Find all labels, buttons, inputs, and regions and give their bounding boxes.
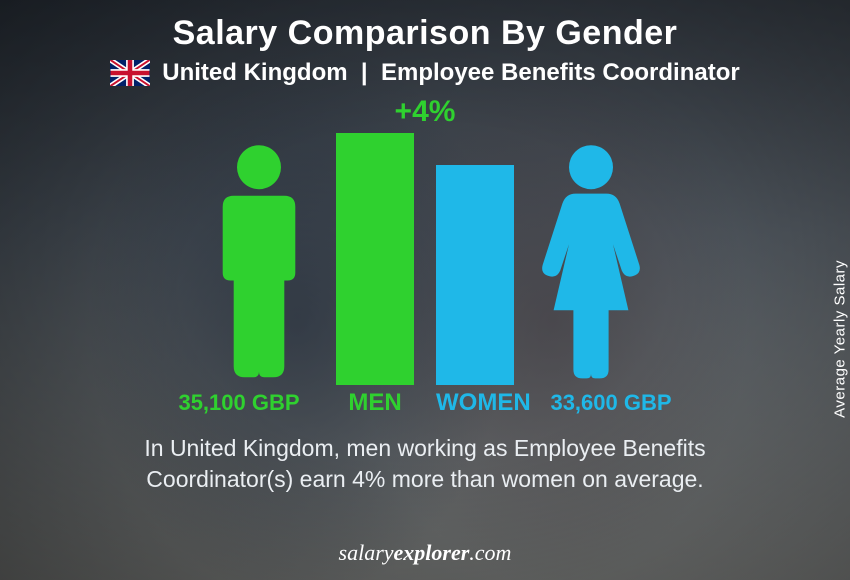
women-label: WOMEN (436, 389, 514, 417)
country-label: United Kingdom (162, 59, 347, 86)
man-icon (204, 143, 314, 385)
separator: | (361, 59, 368, 86)
women-salary-value: 33,600 GBP (536, 390, 686, 416)
labels-row: 35,100 GBP MEN WOMEN 33,600 GBP (0, 389, 850, 417)
role-label: Employee Benefits Coordinator (381, 59, 740, 86)
content-container: Salary Comparison By Gender United Kingd… (0, 0, 850, 580)
subtitle-row: United Kingdom | Employee Benefits Coord… (0, 59, 850, 87)
difference-badge: +4% (395, 95, 456, 129)
men-bar (336, 133, 414, 385)
brand-part-b: explorer (394, 540, 470, 565)
y-axis-label: Average Yearly Salary (832, 260, 849, 418)
summary-text: In United Kingdom, men working as Employ… (0, 425, 850, 495)
men-salary-value: 35,100 GBP (164, 390, 314, 416)
uk-flag-icon (110, 60, 150, 86)
brand-part-a: salary (339, 540, 394, 565)
page-title: Salary Comparison By Gender (0, 0, 850, 53)
footer-brand: salaryexplorer.com (0, 540, 850, 566)
subtitle-text: United Kingdom | Employee Benefits Coord… (162, 59, 739, 87)
chart-figures (204, 133, 646, 385)
brand-suffix: .com (469, 540, 511, 565)
chart-area: +4% (0, 95, 850, 425)
men-label: MEN (336, 389, 414, 417)
woman-icon (536, 143, 646, 385)
women-bar (436, 165, 514, 385)
